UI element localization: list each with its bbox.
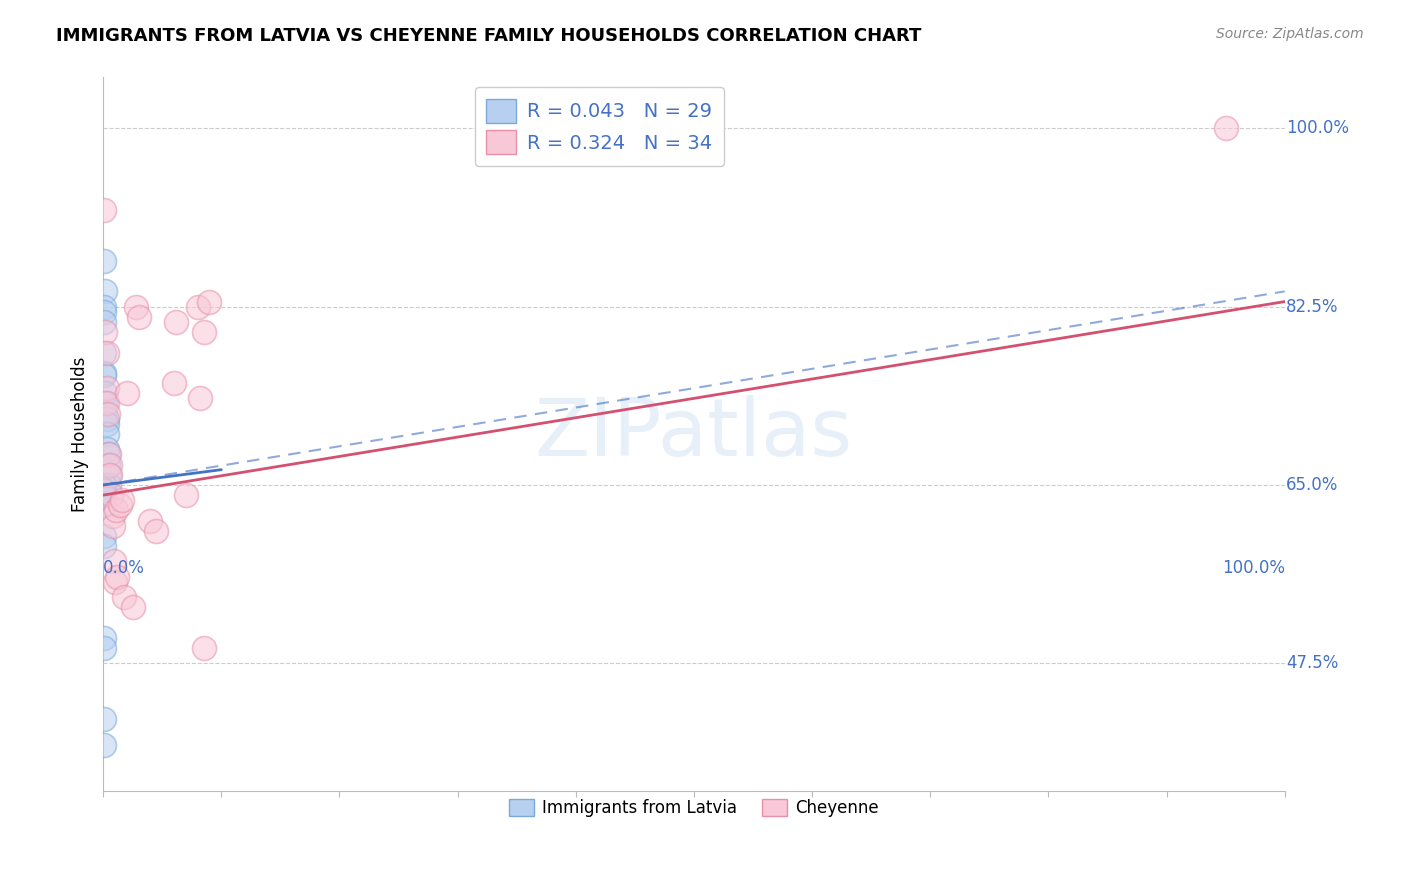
Point bbox=[101, 518, 124, 533]
Point bbox=[188, 392, 211, 406]
Point bbox=[93, 631, 115, 645]
Point bbox=[93, 366, 115, 380]
Point bbox=[139, 514, 162, 528]
Point bbox=[101, 508, 124, 523]
Point bbox=[93, 539, 115, 553]
Point bbox=[97, 447, 120, 461]
Text: 47.5%: 47.5% bbox=[1286, 654, 1339, 673]
Point bbox=[108, 499, 131, 513]
Point bbox=[1215, 121, 1237, 136]
Point bbox=[198, 294, 221, 309]
Point bbox=[96, 442, 118, 457]
Point bbox=[96, 396, 118, 410]
Point bbox=[145, 524, 167, 538]
Point bbox=[93, 529, 115, 543]
Point bbox=[112, 590, 135, 604]
Point bbox=[121, 600, 143, 615]
Point bbox=[128, 310, 150, 324]
Point bbox=[193, 640, 215, 655]
Point bbox=[93, 202, 115, 217]
Point bbox=[94, 396, 117, 410]
Point bbox=[105, 503, 128, 517]
Text: 100.0%: 100.0% bbox=[1286, 120, 1348, 137]
Text: Source: ZipAtlas.com: Source: ZipAtlas.com bbox=[1216, 27, 1364, 41]
Point bbox=[93, 300, 115, 314]
Text: 100.0%: 100.0% bbox=[1222, 558, 1285, 577]
Point bbox=[104, 574, 127, 589]
Point bbox=[96, 417, 118, 431]
Point bbox=[93, 478, 115, 492]
Point bbox=[165, 315, 187, 329]
Point bbox=[103, 554, 125, 568]
Point bbox=[98, 467, 121, 482]
Point bbox=[94, 407, 117, 421]
Point bbox=[98, 467, 121, 482]
Point bbox=[93, 345, 115, 359]
Point bbox=[98, 447, 121, 461]
Point bbox=[163, 376, 186, 390]
Point bbox=[94, 325, 117, 339]
Text: 65.0%: 65.0% bbox=[1286, 476, 1339, 494]
Point bbox=[96, 381, 118, 395]
Text: ZIPatlas: ZIPatlas bbox=[534, 395, 853, 473]
Point bbox=[94, 285, 117, 299]
Point bbox=[93, 315, 115, 329]
Point bbox=[93, 253, 115, 268]
Point bbox=[96, 427, 118, 442]
Point bbox=[93, 488, 115, 502]
Point bbox=[111, 493, 134, 508]
Point bbox=[100, 488, 122, 502]
Point bbox=[94, 386, 117, 401]
Point bbox=[105, 569, 128, 583]
Y-axis label: Family Households: Family Households bbox=[72, 356, 89, 512]
Point bbox=[93, 640, 115, 655]
Point bbox=[93, 368, 115, 382]
Point bbox=[193, 325, 215, 339]
Text: IMMIGRANTS FROM LATVIA VS CHEYENNE FAMILY HOUSEHOLDS CORRELATION CHART: IMMIGRANTS FROM LATVIA VS CHEYENNE FAMIL… bbox=[56, 27, 921, 45]
Point bbox=[115, 386, 138, 401]
Point bbox=[97, 458, 120, 472]
Point bbox=[98, 478, 121, 492]
Legend: Immigrants from Latvia, Cheyenne: Immigrants from Latvia, Cheyenne bbox=[501, 790, 887, 825]
Point bbox=[96, 345, 118, 359]
Text: 82.5%: 82.5% bbox=[1286, 298, 1339, 316]
Point bbox=[93, 712, 115, 726]
Point bbox=[125, 300, 148, 314]
Point bbox=[174, 488, 197, 502]
Point bbox=[93, 483, 115, 497]
Text: 0.0%: 0.0% bbox=[103, 558, 145, 577]
Point bbox=[187, 300, 209, 314]
Point bbox=[93, 738, 115, 752]
Point bbox=[93, 499, 115, 513]
Point bbox=[93, 305, 115, 319]
Point bbox=[96, 411, 118, 425]
Point bbox=[98, 458, 121, 472]
Point bbox=[97, 407, 120, 421]
